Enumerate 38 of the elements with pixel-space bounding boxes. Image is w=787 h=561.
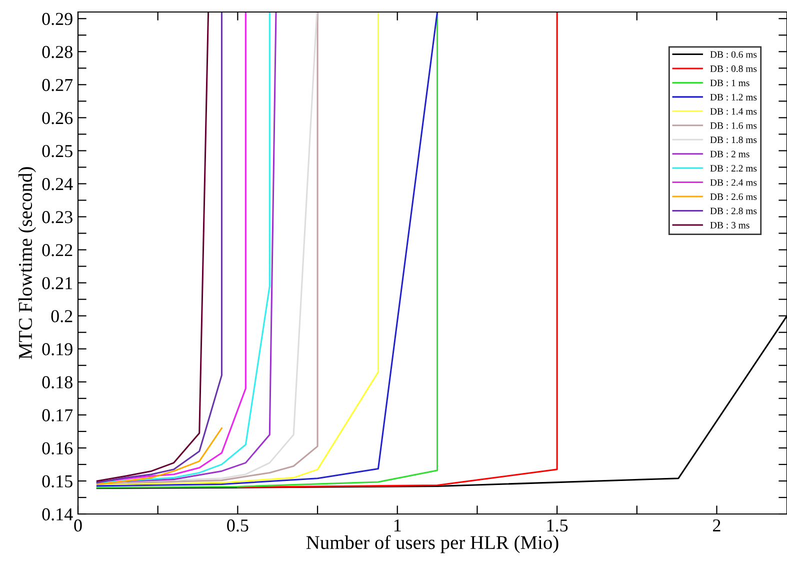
legend-label: DB : 2.8 ms xyxy=(710,208,757,214)
y-tick-label: 0.28 xyxy=(42,46,72,58)
legend-label: DB : 2.2 ms xyxy=(710,165,757,172)
y-tick-label: 0.27 xyxy=(42,78,73,92)
y-tick-label: 0.24 xyxy=(42,178,73,190)
x-tick-label: 0.5 xyxy=(227,519,248,532)
y-tick-label: 0.25 xyxy=(42,144,72,158)
x-tick-label: 2 xyxy=(713,519,720,532)
legend-label: DB : 1.8 ms xyxy=(710,136,757,144)
legend-label: DB : 0.8 ms xyxy=(710,65,757,72)
x-tick-label: 0 xyxy=(74,519,82,532)
y-tick-label: 0.19 xyxy=(42,343,72,356)
line-series xyxy=(96,427,222,486)
line-series xyxy=(236,12,558,488)
legend-label: DB : 1.6 ms xyxy=(710,122,757,129)
y-tick-label: 0.17 xyxy=(42,409,73,422)
legend-label: DB : 2 ms xyxy=(710,150,750,158)
y-tick-label: 0.22 xyxy=(42,244,72,256)
x-axis-title: Number of users per HLR (Mio) xyxy=(306,535,558,554)
legend-label: DB : 2.6 ms xyxy=(710,193,757,200)
x-tick-label: 1 xyxy=(394,519,401,532)
y-tick-label: 0.16 xyxy=(42,442,73,454)
x-tick-label: 1.5 xyxy=(547,519,568,532)
legend-label: DB : 1 ms xyxy=(710,80,750,86)
legend-label: DB : 1.4 ms xyxy=(710,108,757,115)
legend-label: DB : 0.6 ms xyxy=(710,51,757,58)
y-tick-label: 0.21 xyxy=(42,277,72,290)
y-tick-label: 0.2 xyxy=(51,310,72,322)
legend-label: DB : 1.2 ms xyxy=(710,94,757,100)
y-tick-label: 0.26 xyxy=(42,112,73,124)
y-tick-label: 0.15 xyxy=(42,475,72,488)
y-axis-title: MTC Flowtime (second) xyxy=(18,167,36,360)
y-tick-label: 0.14 xyxy=(42,508,73,521)
legend-label: DB : 3 ms xyxy=(710,222,750,228)
y-tick-label: 0.29 xyxy=(42,12,72,26)
y-tick-label: 0.18 xyxy=(42,376,72,388)
legend-label: DB : 2.4 ms xyxy=(710,179,757,186)
y-tick-label: 0.23 xyxy=(42,211,72,224)
